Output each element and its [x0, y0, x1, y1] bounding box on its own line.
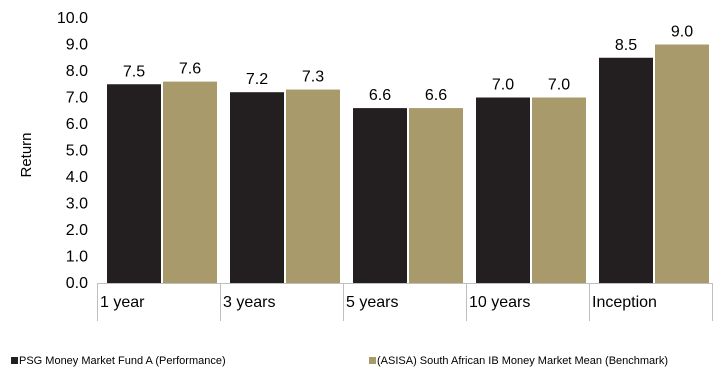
y-tick-label: 0.0 — [66, 275, 88, 292]
bar — [655, 44, 709, 283]
legend: PSG Money Market Fund A (Performance) (AS… — [11, 355, 668, 367]
legend-swatch — [11, 357, 18, 364]
x-tick-label: 1 year — [100, 294, 145, 311]
legend-label: PSG Money Market Fund A (Performance) — [19, 355, 226, 367]
y-tick-label: 3.0 — [66, 196, 88, 213]
bar — [532, 97, 586, 283]
bar — [163, 81, 217, 283]
x-tick-label: 5 years — [346, 294, 398, 311]
legend-swatch — [369, 357, 376, 364]
data-label: 7.6 — [179, 61, 201, 78]
bar — [409, 108, 463, 283]
x-tick-label: Inception — [592, 294, 657, 311]
y-axis-label: Return — [18, 132, 35, 177]
bars: 7.5 7.6 7.2 7.3 6.6 6.6 7.0 7.0 8.5 9.0 — [107, 24, 709, 283]
data-label: 9.0 — [671, 24, 693, 41]
y-tick-label: 6.0 — [66, 116, 88, 133]
data-label: 7.5 — [123, 63, 145, 80]
bar — [599, 57, 653, 283]
data-label: 6.6 — [425, 87, 447, 104]
bar — [230, 92, 284, 283]
bar — [353, 108, 407, 283]
y-tick-label: 2.0 — [66, 222, 88, 239]
x-tick-label: 3 years — [223, 294, 275, 311]
data-label: 8.5 — [615, 37, 637, 54]
bar — [107, 84, 161, 283]
y-tick-label: 8.0 — [66, 63, 88, 80]
y-tick-label: 1.0 — [66, 249, 88, 266]
data-label: 7.0 — [548, 77, 570, 94]
x-axis: 1 year 3 years 5 years 10 years Inception — [97, 283, 713, 321]
y-tick-label: 7.0 — [66, 90, 88, 107]
y-tick-label: 5.0 — [66, 143, 88, 160]
x-tick-label: 10 years — [469, 294, 530, 311]
data-label: 6.6 — [369, 87, 391, 104]
data-label: 7.2 — [246, 71, 268, 88]
data-label: 7.3 — [302, 69, 324, 86]
legend-label: (ASISA) South African IB Money Market Me… — [377, 355, 668, 367]
bar — [286, 89, 340, 283]
data-label: 7.0 — [492, 77, 514, 94]
y-axis: 0.0 1.0 2.0 3.0 4.0 5.0 6.0 7.0 8.0 9.0 10.0 — [57, 10, 88, 292]
bar — [476, 97, 530, 283]
y-tick-label: 10.0 — [57, 10, 88, 27]
y-tick-label: 9.0 — [66, 37, 88, 54]
y-tick-label: 4.0 — [66, 169, 88, 186]
